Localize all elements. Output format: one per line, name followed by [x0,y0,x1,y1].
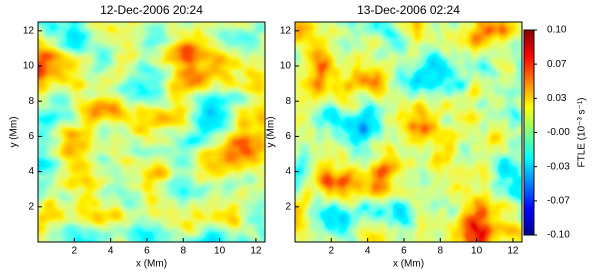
y-tick-label: 2 [28,201,34,212]
y-tick-label: 10 [280,61,292,72]
x-tick-label: 2 [329,246,335,257]
x-tick-label: 2 [72,246,78,257]
x-tick-label: 4 [365,246,371,257]
y-axis-label: y (Mm) [266,116,277,147]
x-axis-label: x (Mm) [393,259,424,270]
x-axis-label: x (Mm) [136,259,167,270]
chart-title: 12-Dec-2006 20:24 [100,3,203,17]
colorbar-label: FTLE (10⁻³ s⁻¹) [577,97,588,167]
x-tick-label: 12 [250,246,262,257]
y-tick-label: 2 [285,201,291,212]
x-tick-label: 10 [471,246,483,257]
x-tick-label: 6 [144,246,150,257]
x-tick-label: 12 [507,246,519,257]
y-tick-label: 6 [285,131,291,142]
y-tick-label: 10 [23,61,35,72]
plot-frame [294,21,523,243]
colorbar-tick-label: 0.10 [547,25,567,36]
y-tick-label: 6 [28,131,34,142]
x-tick-label: 8 [437,246,443,257]
colorbar-tick-label: 0.03 [547,93,567,104]
y-tick-label: 4 [285,166,291,177]
y-axis-label: y (Mm) [9,116,20,147]
colorbar-tick-label: -0.07 [547,196,570,207]
colorbar-tick-label: 0.07 [547,59,567,70]
y-tick-label: 8 [28,96,34,107]
y-tick-label: 8 [285,96,291,107]
chart-title: 13-Dec-2006 02:24 [357,3,460,17]
x-tick-label: 8 [180,246,186,257]
field-image [295,22,522,242]
x-tick-label: 6 [401,246,407,257]
plot-frame [37,21,266,243]
colorbar-tick-label: -0.10 [547,230,570,241]
y-tick-label: 4 [28,166,34,177]
x-tick-label: 10 [214,246,226,257]
colorbar-tick-label: -0.03 [547,161,570,172]
x-tick-label: 4 [108,246,114,257]
field-image [38,22,265,242]
y-tick-label: 12 [280,25,292,36]
colorbar [523,29,535,236]
colorbar-tick-label: -0.00 [547,127,570,138]
y-tick-label: 12 [23,25,35,36]
